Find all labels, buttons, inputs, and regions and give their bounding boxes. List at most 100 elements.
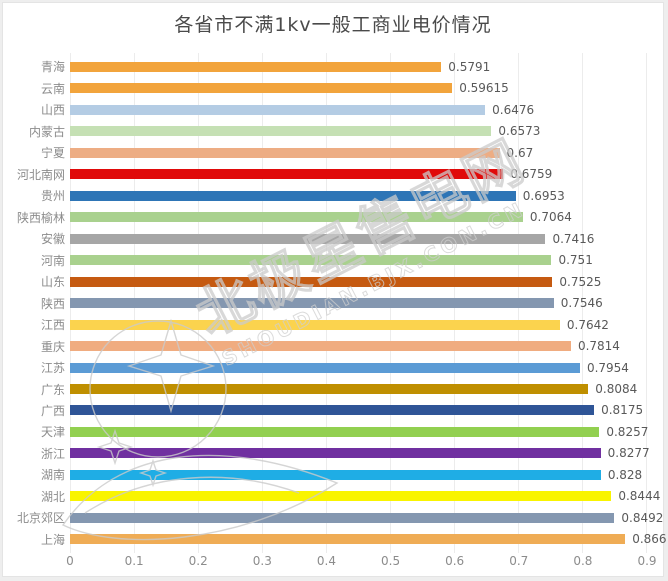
bar-track: 0.6476	[70, 99, 647, 120]
bar-row: 河北南网 0.6759	[3, 163, 663, 184]
value-label: 0.6953	[522, 188, 565, 203]
bar-row: 宁夏 0.67	[3, 142, 663, 163]
bar-row: 浙江 0.8277	[3, 443, 663, 464]
value-label: 0.6573	[498, 124, 541, 139]
value-label: 0.8277	[607, 446, 650, 461]
x-tick-label: 0.7	[509, 554, 529, 568]
value-label: 0.59615	[459, 81, 509, 96]
category-label: 湖南	[40, 468, 65, 483]
value-label: 0.7954	[586, 360, 629, 375]
category-label: 重庆	[40, 339, 65, 354]
value-label: 0.7064	[529, 210, 572, 225]
bar	[70, 512, 615, 523]
category-label: 浙江	[40, 446, 65, 461]
bar-row: 贵州 0.6953	[3, 185, 663, 206]
bar-track: 0.8257	[70, 421, 648, 442]
value-label: 0.7525	[559, 274, 602, 289]
bar-row: 北京郊区 0.8492	[3, 507, 663, 528]
value-label: 0.7416	[552, 231, 595, 246]
bar	[70, 469, 601, 480]
category-label: 安徽	[40, 232, 65, 247]
bar	[70, 83, 453, 94]
bar-row: 江西 0.7642	[3, 314, 663, 335]
bar	[70, 276, 553, 287]
x-tick-label: 0.2	[188, 554, 208, 568]
bar	[70, 126, 492, 137]
value-label: 0.8492	[621, 510, 664, 525]
category-label: 湖北	[40, 489, 65, 504]
bar	[70, 341, 571, 352]
bar	[70, 61, 442, 72]
bar	[70, 147, 500, 158]
bar	[70, 426, 600, 437]
bar-track: 0.5791	[70, 56, 647, 77]
bar-rows: 青海 0.5791 云南 0.59615 山西 0.6476 内蒙古 0.6573 宁夏 0.67…	[3, 56, 667, 550]
bar-track: 0.8492	[70, 507, 663, 528]
value-label: 0.7814	[577, 339, 620, 354]
bar-row: 内蒙古 0.6573	[3, 120, 663, 141]
value-label: 0.6476	[492, 102, 535, 117]
bar-track: 0.59615	[70, 77, 647, 98]
category-label: 河南	[40, 253, 65, 268]
bar	[70, 448, 601, 459]
value-label: 0.7546	[560, 296, 603, 311]
bar	[70, 104, 486, 115]
bar-track: 0.6953	[70, 185, 647, 206]
bar-track: 0.8084	[70, 378, 647, 399]
bar	[70, 362, 580, 373]
bar-row: 重庆 0.7814	[3, 335, 663, 356]
bar	[70, 491, 612, 502]
bar-row: 湖南 0.828	[3, 464, 663, 485]
bar-row: 天津 0.8257	[3, 421, 663, 442]
bar-track: 0.8277	[70, 443, 650, 464]
category-label: 宁夏	[40, 146, 65, 161]
value-label: 0.866	[632, 532, 667, 547]
x-tick-label: 0.9	[637, 554, 657, 568]
bar-row: 山东 0.7525	[3, 271, 663, 292]
value-label: 0.751	[558, 253, 593, 268]
value-label: 0.828	[607, 467, 643, 482]
category-label: 江苏	[40, 361, 65, 376]
bar-row: 湖北 0.8444	[3, 486, 663, 507]
bar-row: 江苏 0.7954	[3, 357, 663, 378]
bar	[70, 233, 546, 244]
category-label: 河北南网	[16, 167, 65, 182]
value-label: 0.8084	[595, 382, 638, 396]
x-tick-label: 0.3	[252, 554, 272, 568]
bar-track: 0.7064	[70, 206, 647, 227]
bar	[70, 255, 552, 266]
bar-track: 0.7814	[70, 335, 647, 356]
x-tick-label: 0.5	[381, 554, 401, 568]
category-label: 内蒙古	[28, 124, 65, 139]
category-label: 陕西榆林	[16, 210, 65, 225]
bar	[70, 169, 504, 180]
category-label: 广西	[40, 403, 65, 418]
value-label: 0.67	[506, 145, 534, 160]
bar-row: 云南 0.59615	[3, 77, 663, 98]
bar-track: 0.8444	[70, 486, 660, 507]
value-label: 0.8175	[601, 403, 644, 418]
x-tick-label: 0.6	[445, 554, 465, 568]
bar-track: 0.751	[70, 249, 647, 270]
value-label: 0.6759	[510, 167, 553, 182]
bar-track: 0.7546	[70, 292, 647, 313]
bar-track: 0.7416	[70, 228, 647, 249]
bar	[70, 384, 589, 394]
bar	[70, 534, 626, 545]
chart-title: 各省市不满1kv一般工商业电价情况	[174, 14, 492, 36]
bar-row: 广西 0.8175	[3, 400, 663, 421]
bar-row: 陕西 0.7546	[3, 292, 663, 313]
bar-track: 0.7525	[70, 271, 647, 292]
category-label: 山东	[40, 275, 65, 290]
value-label: 0.5791	[448, 59, 491, 74]
bar-track: 0.67	[70, 142, 647, 163]
bar	[70, 405, 595, 416]
bar-track: 0.6573	[70, 120, 647, 141]
bar-track: 0.866	[70, 529, 667, 550]
value-label: 0.8444	[618, 489, 661, 504]
bar-track: 0.828	[70, 464, 647, 485]
x-tick-label: 0.8	[573, 554, 593, 568]
bar-row: 上海 0.866	[3, 529, 667, 550]
bar-track: 0.6759	[70, 163, 647, 184]
bar-row: 安徽 0.7416	[3, 228, 663, 249]
